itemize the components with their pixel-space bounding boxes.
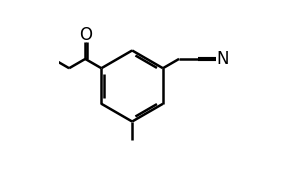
Text: N: N <box>217 50 229 68</box>
Text: O: O <box>79 26 92 44</box>
